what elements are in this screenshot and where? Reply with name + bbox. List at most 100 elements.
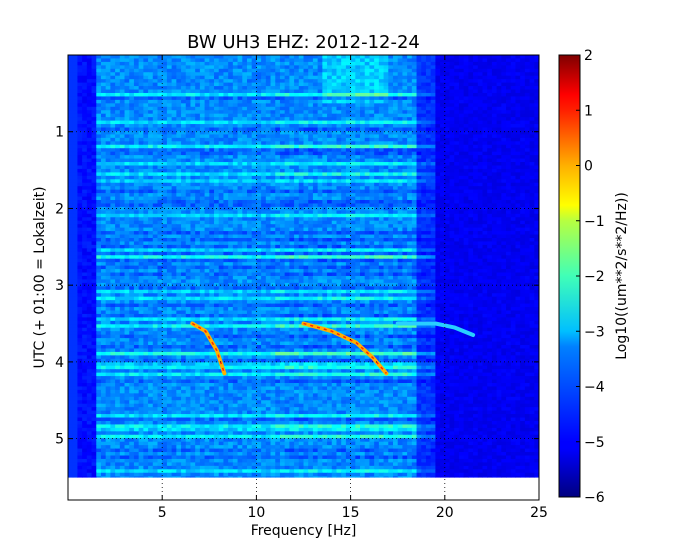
heatmap-cell — [327, 210, 333, 215]
heatmap-cell — [275, 96, 281, 101]
heatmap-cell — [374, 155, 380, 160]
heatmap-cell — [350, 193, 356, 198]
heatmap-cell — [129, 168, 135, 173]
heatmap-cell — [378, 117, 385, 122]
heatmap-cell — [355, 127, 361, 132]
heatmap-cell — [195, 92, 201, 98]
heatmap-cell — [435, 75, 441, 80]
heatmap-cell — [501, 55, 507, 60]
heatmap-cell — [237, 144, 243, 149]
heatmap-cell — [520, 58, 526, 63]
heatmap-cell — [407, 117, 413, 122]
heatmap-cell — [251, 224, 257, 229]
heatmap-cell — [246, 61, 253, 66]
heatmap-cell — [148, 65, 154, 70]
heatmap-cell — [96, 144, 102, 149]
heatmap-cell — [209, 200, 215, 205]
heatmap-cell — [534, 106, 539, 111]
heatmap-cell — [322, 210, 328, 215]
heatmap-cell — [482, 124, 488, 129]
heatmap-cell — [148, 196, 154, 201]
heatmap-cell — [115, 220, 121, 225]
heatmap-cell — [468, 106, 474, 111]
heatmap-cell — [218, 189, 225, 194]
heatmap-cell — [284, 165, 290, 170]
heatmap-cell — [458, 220, 465, 225]
heatmap-cell — [444, 130, 451, 136]
heatmap-cell — [473, 203, 479, 208]
heatmap-cell — [190, 179, 196, 184]
heatmap-cell — [246, 175, 253, 180]
heatmap-cell — [308, 210, 314, 215]
heatmap-cell — [129, 193, 135, 198]
heatmap-cell — [105, 168, 111, 173]
heatmap-cell — [327, 175, 333, 180]
heatmap-cell — [133, 137, 140, 142]
heatmap-cell — [374, 55, 380, 60]
heatmap-cell — [195, 110, 201, 115]
heatmap-cell — [425, 224, 432, 229]
heatmap-cell — [425, 155, 432, 160]
heatmap-cell — [473, 75, 479, 80]
heatmap-cell — [392, 182, 399, 187]
heatmap-cell — [289, 79, 295, 84]
heatmap-cell — [312, 75, 319, 80]
heatmap-cell — [331, 99, 338, 104]
heatmap-cell — [383, 193, 389, 198]
heatmap-cell — [336, 148, 342, 153]
heatmap-cell — [138, 155, 144, 160]
heatmap-cell — [284, 137, 290, 142]
heatmap-cell — [487, 106, 493, 111]
heatmap-cell — [256, 99, 262, 104]
heatmap-cell — [199, 130, 206, 136]
heatmap-cell — [534, 86, 539, 91]
heatmap-cell — [468, 175, 474, 180]
heatmap-cell — [308, 182, 314, 187]
heatmap-cell — [336, 144, 342, 149]
heatmap-cell — [529, 99, 535, 104]
heatmap-cell — [416, 186, 422, 191]
heatmap-cell — [115, 210, 121, 215]
heatmap-cell — [416, 137, 422, 142]
heatmap-cell — [275, 162, 281, 167]
heatmap-cell — [199, 99, 206, 104]
heatmap-cell — [237, 110, 243, 115]
heatmap-cell — [458, 68, 465, 73]
heatmap-cell — [374, 179, 380, 184]
heatmap-cell — [327, 55, 333, 60]
chart-title: BW UH3 EHZ: 2012-12-24 — [187, 32, 420, 53]
heatmap-cell — [510, 65, 517, 70]
heatmap-cell — [468, 82, 474, 87]
heatmap-cell — [425, 193, 432, 198]
heatmap-cell — [360, 86, 366, 91]
heatmap-cell — [181, 103, 187, 108]
heatmap-cell — [312, 127, 319, 132]
heatmap-cell — [237, 189, 243, 194]
heatmap-cell — [298, 72, 305, 77]
heatmap-cell — [327, 96, 333, 101]
heatmap-cell — [270, 144, 276, 149]
heatmap-cell — [312, 182, 319, 187]
heatmap-cell — [157, 103, 163, 108]
heatmap-cell — [68, 103, 74, 108]
heatmap-cell — [317, 172, 323, 177]
heatmap-cell — [162, 130, 168, 136]
heatmap-cell — [265, 127, 272, 132]
heatmap-cell — [124, 106, 130, 111]
heatmap-cell — [138, 134, 144, 139]
heatmap-cell — [388, 92, 394, 98]
heatmap-cell — [506, 113, 512, 118]
heatmap-cell — [105, 196, 111, 201]
heatmap-cell — [91, 144, 97, 149]
heatmap-cell — [162, 120, 168, 125]
heatmap-cell — [129, 206, 135, 211]
heatmap-cell — [444, 55, 451, 60]
heatmap-cell — [294, 82, 300, 87]
heatmap-cell — [435, 134, 441, 139]
heatmap-cell — [529, 75, 535, 80]
heatmap-cell — [228, 151, 234, 156]
heatmap-cell — [425, 89, 432, 94]
heatmap-cell — [256, 151, 262, 156]
heatmap-cell — [162, 217, 168, 222]
heatmap-cell — [506, 186, 512, 191]
